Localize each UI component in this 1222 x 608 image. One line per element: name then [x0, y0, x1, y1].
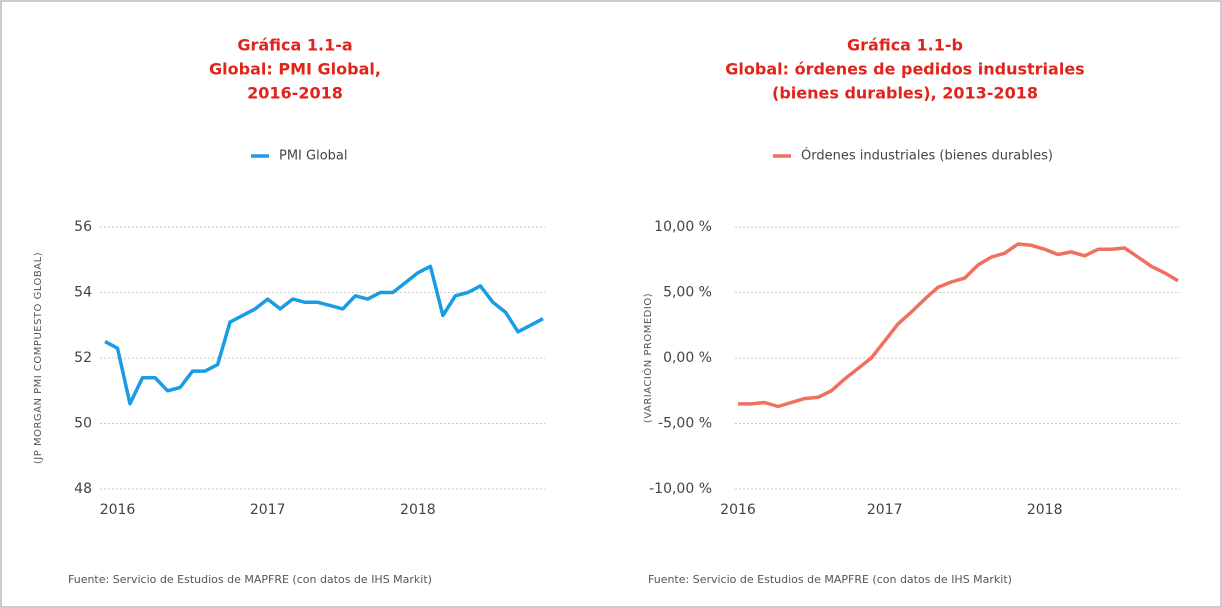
y-tick-label: 10,00 %: [654, 219, 712, 235]
chart-title: Global: órdenes de pedidos industriales: [725, 60, 1084, 79]
x-tick-label: 2018: [400, 502, 436, 518]
y-tick-label: 54: [74, 285, 92, 301]
y-axis-label: (VARIACIÓN PROMEDIO): [641, 293, 654, 423]
x-tick-label: 2018: [1027, 502, 1063, 518]
y-tick-label: 52: [74, 350, 92, 366]
y-tick-label: 0,00 %: [663, 350, 712, 366]
source-note: Fuente: Servicio de Estudios de MAPFRE (…: [68, 573, 432, 586]
legend-label: PMI Global: [279, 149, 348, 164]
chart-title: Gráfica 1.1-b: [847, 36, 963, 55]
y-tick-label: 5,00 %: [663, 285, 712, 301]
y-tick-label: 48: [74, 481, 92, 497]
x-tick-label: 2017: [867, 502, 903, 518]
y-axis-label: (JP MORGAN PMI COMPUESTO GLOBAL): [33, 252, 44, 464]
y-tick-label: -10,00 %: [649, 481, 712, 497]
y-tick-label: 56: [74, 219, 92, 235]
x-tick-label: 2017: [250, 502, 286, 518]
chart-title: Gráfica 1.1-a: [237, 36, 352, 55]
legend-label: Órdenes industriales (bienes durables): [801, 148, 1053, 164]
y-tick-label: 50: [74, 416, 92, 432]
line-series: [104, 264, 544, 406]
chart-title: 2016-2018: [247, 84, 343, 103]
chart-title: Global: PMI Global,: [209, 60, 381, 79]
chart-title: (bienes durables), 2013-2018: [772, 84, 1038, 103]
x-tick-label: 2016: [100, 502, 136, 518]
x-tick-label: 2016: [720, 502, 756, 518]
y-tick-label: -5,00 %: [658, 416, 712, 432]
line-series: [738, 242, 1179, 409]
source-note: Fuente: Servicio de Estudios de MAPFRE (…: [648, 573, 1012, 586]
